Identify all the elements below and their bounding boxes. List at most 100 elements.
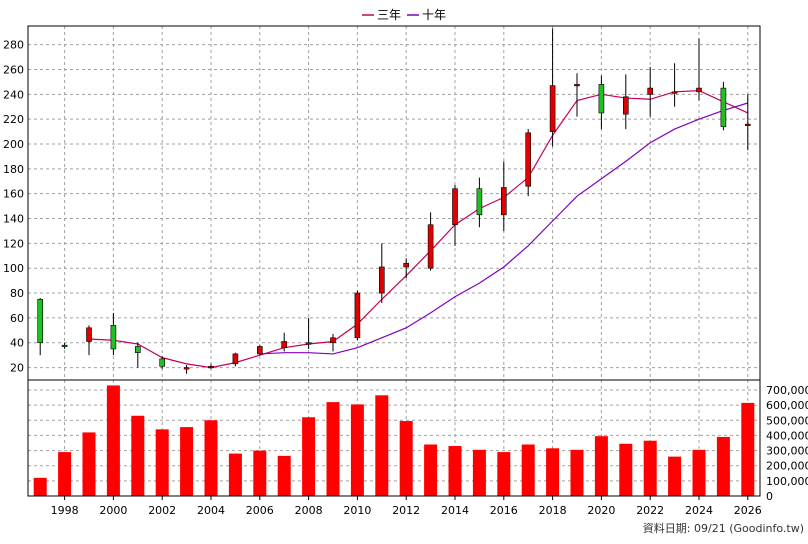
volume-bar xyxy=(741,402,755,496)
candlestick xyxy=(647,66,654,117)
x-tick-label: 2002 xyxy=(148,504,176,517)
volume-bar xyxy=(58,452,72,496)
candlestick xyxy=(744,94,751,151)
price-tick-label: 40 xyxy=(10,337,24,350)
moving-average-lines xyxy=(88,89,749,369)
x-tick-label: 2020 xyxy=(587,504,615,517)
candlestick xyxy=(330,334,336,352)
candlestick xyxy=(671,63,678,107)
candlestick xyxy=(427,212,434,271)
volume-bar xyxy=(204,420,218,496)
candle-body xyxy=(281,341,288,349)
price-tick-label: 280 xyxy=(3,39,24,52)
price-tick-label: 160 xyxy=(3,188,24,201)
candlestick xyxy=(403,258,410,279)
candlestick xyxy=(696,38,702,101)
volume-bar xyxy=(277,455,291,496)
volume-bar xyxy=(692,449,706,496)
candlestick xyxy=(476,177,483,228)
candle-body xyxy=(452,188,458,226)
volume-bar xyxy=(82,432,96,496)
x-tick-label: 2026 xyxy=(734,504,762,517)
volume-tick-label: 300,000 xyxy=(766,445,808,458)
candle-body xyxy=(476,188,483,216)
candlestick xyxy=(208,363,214,369)
candlestick xyxy=(232,352,239,367)
volume-bar xyxy=(228,453,242,496)
price-tick-label: 20 xyxy=(10,362,24,375)
plot-frame xyxy=(27,25,761,497)
candle-body xyxy=(403,262,410,268)
volume-bar xyxy=(350,404,364,496)
volume-bar xyxy=(106,385,120,496)
candlestick xyxy=(452,184,458,246)
volume-bar xyxy=(33,477,47,496)
candle-body xyxy=(500,187,507,216)
candle-body xyxy=(159,358,165,367)
x-tick-label: 2022 xyxy=(636,504,664,517)
volume-bar xyxy=(253,450,267,496)
candle-body xyxy=(744,123,751,126)
ma3-line xyxy=(88,89,749,369)
candle-body xyxy=(720,87,727,127)
volume-tick-label: 500,000 xyxy=(766,414,808,427)
candle-body xyxy=(330,337,336,344)
candle-body xyxy=(671,91,678,94)
volume-tick-label: 700,000 xyxy=(766,384,808,397)
candlestick xyxy=(61,342,68,349)
candlestick xyxy=(37,298,44,356)
candle-body xyxy=(378,266,385,294)
x-tick-label: 2016 xyxy=(490,504,518,517)
volume-bar xyxy=(619,443,633,496)
price-tick-label: 80 xyxy=(10,287,24,300)
candle-body xyxy=(61,344,68,348)
volume-bar xyxy=(424,444,438,496)
candle-body xyxy=(647,87,654,95)
volume-bar xyxy=(546,448,560,496)
candlestick xyxy=(110,312,117,356)
x-tick-label: 1998 xyxy=(51,504,79,517)
candlestick xyxy=(574,73,580,117)
candle-body xyxy=(354,292,361,339)
candlestick xyxy=(135,342,141,368)
legend: 三年 十年 xyxy=(362,8,446,22)
volume-bar xyxy=(570,449,584,496)
price-tick-label: 60 xyxy=(10,312,24,325)
volume-tick-label: 200,000 xyxy=(766,460,808,473)
candle-body xyxy=(622,96,629,115)
volume-bar xyxy=(155,429,169,496)
price-tick-label: 100 xyxy=(3,262,24,275)
volume-tick-label: 400,000 xyxy=(766,429,808,442)
candlestick xyxy=(159,356,165,369)
x-tick-label: 2000 xyxy=(99,504,127,517)
legend-label-ma10: 十年 xyxy=(422,8,446,22)
price-tick-label: 260 xyxy=(3,63,24,76)
candlestick xyxy=(598,75,605,130)
candle-body xyxy=(574,84,580,87)
candle-body xyxy=(37,298,44,344)
candlestick xyxy=(622,74,629,130)
x-tick-label: 2012 xyxy=(392,504,420,517)
volume-bar xyxy=(716,436,730,496)
candle-body xyxy=(525,132,532,187)
candle-body xyxy=(696,87,702,93)
volume-bar xyxy=(497,452,511,496)
ma10-line xyxy=(259,102,748,355)
price-tick-label: 180 xyxy=(3,163,24,176)
volume-tick-label: 600,000 xyxy=(766,399,808,412)
volume-tick-label: 100,000 xyxy=(766,475,808,488)
candlestick xyxy=(500,161,507,231)
x-tick-label: 2018 xyxy=(539,504,567,517)
candlestick xyxy=(354,290,361,341)
axis-labels: 1998 2000 2002 2004 2006 2008 2010 2012 2014 2016… xyxy=(3,39,808,517)
x-tick-label: 2014 xyxy=(441,504,469,517)
x-tick-label: 2008 xyxy=(295,504,323,517)
candle-body xyxy=(256,346,263,355)
candlestick xyxy=(86,325,92,356)
volume-bars xyxy=(33,385,755,496)
candlestick xyxy=(183,365,190,374)
price-tick-label: 120 xyxy=(3,237,24,250)
volume-bar xyxy=(472,449,486,496)
